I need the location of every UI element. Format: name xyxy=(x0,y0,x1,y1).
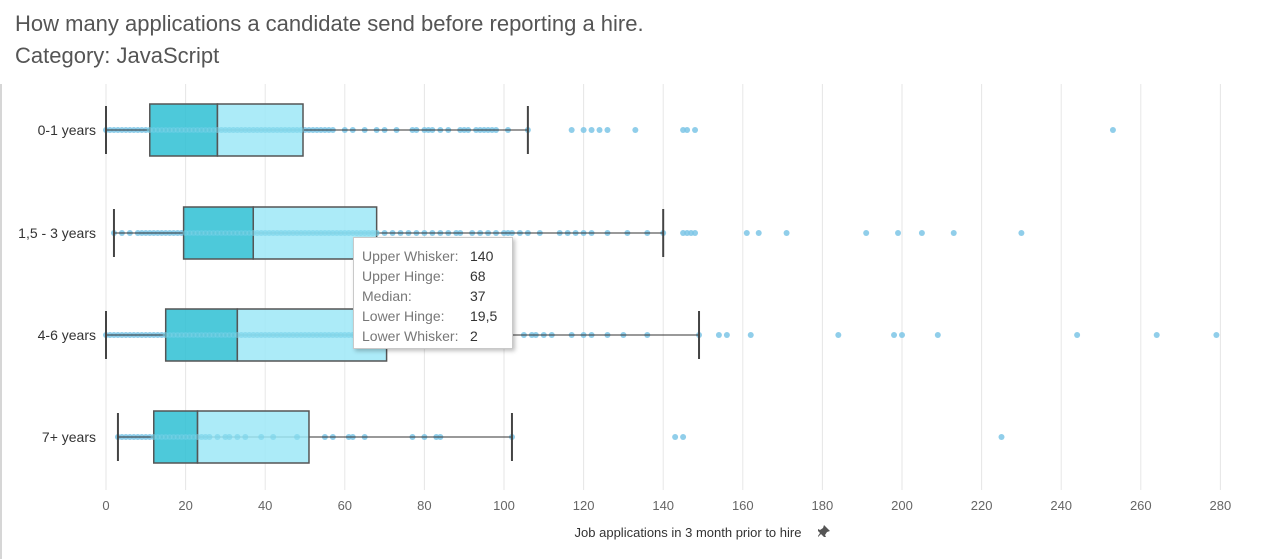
category-label: 7+ years xyxy=(42,429,96,445)
data-point[interactable] xyxy=(692,230,699,236)
tooltip-row-upper-whisker: Upper Whisker: 140 xyxy=(362,246,512,266)
category-labels: 0-1 years 1,5 - 3 years 4-6 years 7+ years xyxy=(18,122,96,445)
x-tick-label: 140 xyxy=(652,498,674,513)
data-point[interactable] xyxy=(891,332,898,338)
data-point[interactable] xyxy=(998,434,1005,440)
data-point[interactable] xyxy=(672,434,679,440)
category-label: 4-6 years xyxy=(38,327,96,343)
data-point[interactable] xyxy=(1074,332,1081,338)
tooltip-row-lower-hinge: Lower Hinge: 19,5 xyxy=(362,306,512,326)
tooltip-value: 2 xyxy=(470,328,478,344)
tooltip-key: Lower Hinge: xyxy=(362,308,445,324)
data-point[interactable] xyxy=(632,127,639,133)
data-point[interactable] xyxy=(1213,332,1220,338)
data-point[interactable] xyxy=(895,230,902,236)
chart-title: How many applications a candidate send b… xyxy=(15,11,644,36)
data-point[interactable] xyxy=(755,230,762,236)
data-point[interactable] xyxy=(934,332,941,338)
x-tick-label: 160 xyxy=(732,498,754,513)
data-point[interactable] xyxy=(1018,230,1025,236)
data-point-in-box xyxy=(298,127,305,133)
tooltip-key: Upper Hinge: xyxy=(362,268,445,284)
data-point-in-box xyxy=(373,230,380,236)
chart-subtitle: Category: JavaScript xyxy=(15,43,220,68)
tooltip-row-upper-hinge: Upper Hinge: 68 xyxy=(362,266,512,286)
tooltip-value: 37 xyxy=(470,288,486,304)
data-point[interactable] xyxy=(588,127,595,133)
tooltip-key: Median: xyxy=(362,288,412,304)
data-point[interactable] xyxy=(604,127,611,133)
data-point[interactable] xyxy=(580,127,587,133)
data-point[interactable] xyxy=(1153,332,1160,338)
data-point[interactable] xyxy=(863,230,870,236)
x-tick-label: 40 xyxy=(258,498,272,513)
data-point[interactable] xyxy=(596,127,603,133)
data-point[interactable] xyxy=(723,332,730,338)
data-point[interactable] xyxy=(692,127,699,133)
tooltip-value: 140 xyxy=(470,248,494,264)
x-tick-label: 120 xyxy=(573,498,595,513)
tooltip-row-median: Median: 37 xyxy=(362,286,512,306)
pin-icon[interactable] xyxy=(818,525,830,537)
x-tick-label: 0 xyxy=(102,498,109,513)
x-tick-label: 280 xyxy=(1210,498,1232,513)
data-point[interactable] xyxy=(680,434,687,440)
x-axis-title: Job applications in 3 month prior to hir… xyxy=(575,525,802,540)
boxplot-tooltip: Upper Whisker: 140 Upper Hinge: 68 Media… xyxy=(353,237,513,349)
data-point-in-box xyxy=(214,434,221,440)
data-point-in-box xyxy=(226,434,233,440)
x-tick-label: 60 xyxy=(338,498,352,513)
data-point[interactable] xyxy=(918,230,925,236)
tooltip-value: 68 xyxy=(470,268,486,284)
data-point[interactable] xyxy=(684,127,691,133)
x-tick-label: 180 xyxy=(812,498,834,513)
x-tick-label: 240 xyxy=(1050,498,1072,513)
data-point[interactable] xyxy=(568,127,575,133)
grid-lines xyxy=(105,84,1221,490)
tooltip-row-lower-whisker: Lower Whisker: 2 xyxy=(362,326,512,346)
x-tick-label: 80 xyxy=(417,498,431,513)
data-point-in-box xyxy=(234,434,241,440)
upper-box[interactable] xyxy=(196,410,310,464)
data-point[interactable] xyxy=(1109,127,1116,133)
x-tick-label: 100 xyxy=(493,498,515,513)
x-tick-label: 20 xyxy=(178,498,192,513)
x-tick-label: 260 xyxy=(1130,498,1152,513)
data-point-in-box xyxy=(270,434,277,440)
data-point[interactable] xyxy=(783,230,790,236)
x-tick-label: 220 xyxy=(971,498,993,513)
tooltip-key: Upper Whisker: xyxy=(362,248,459,264)
data-point-in-box xyxy=(206,434,213,440)
data-point[interactable] xyxy=(747,332,754,338)
category-label: 0-1 years xyxy=(38,122,96,138)
category-label: 1,5 - 3 years xyxy=(18,225,96,241)
x-tick-labels: 0 20 40 60 80 100 120 140 160 180 200 220 240 260 280 xyxy=(102,498,1231,513)
data-point[interactable] xyxy=(899,332,905,338)
data-point[interactable] xyxy=(743,230,750,236)
tooltip-value: 19,5 xyxy=(470,308,498,324)
data-point[interactable] xyxy=(950,230,957,236)
data-point-in-box xyxy=(258,434,265,440)
data-point-in-box xyxy=(242,434,249,440)
tooltip-key: Lower Whisker: xyxy=(362,328,459,344)
data-points[interactable] xyxy=(103,127,1220,440)
data-point[interactable] xyxy=(715,332,722,338)
data-point-in-box xyxy=(294,434,301,440)
panel-border xyxy=(0,84,2,559)
data-point[interactable] xyxy=(835,332,842,338)
x-tick-label: 200 xyxy=(891,498,913,513)
